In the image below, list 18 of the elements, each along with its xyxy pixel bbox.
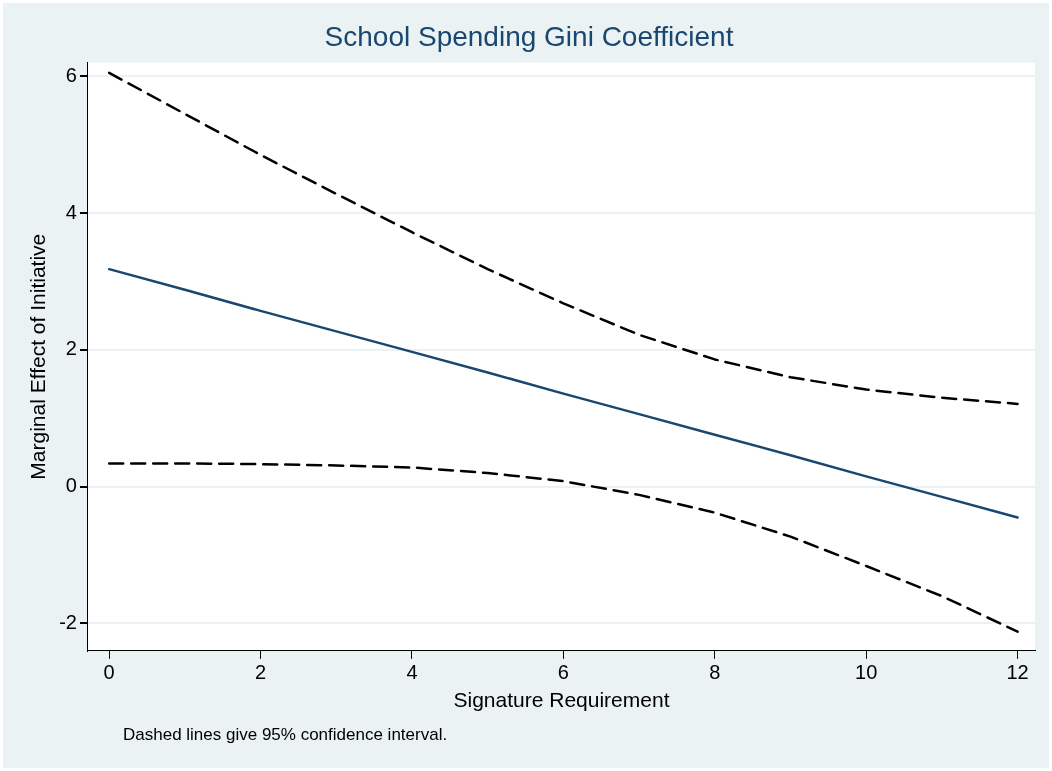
x-tick-label: 6 [557, 661, 569, 684]
x-tick-label: 10 [855, 661, 878, 684]
line-series [107, 71, 1019, 406]
y-tick-label: 6 [65, 63, 77, 86]
y-tick-label: -2 [59, 610, 77, 633]
x-tick-label: 0 [103, 661, 115, 684]
y-tick-label: 2 [65, 337, 77, 360]
y-tick-label: 4 [65, 200, 77, 223]
chart-title: School Spending Gini Coefficient [324, 20, 734, 52]
x-tick-label: 2 [255, 661, 267, 684]
x-tick-label: 8 [709, 661, 721, 684]
x-tick-label: 4 [406, 661, 418, 684]
text: Dashed lines give 95% confidence interval. [123, 725, 448, 745]
line-series [107, 462, 1019, 633]
y-tick-label: 0 [65, 474, 77, 497]
x-axis-title: Signature Requirement [453, 688, 670, 712]
y-axis-title: Marginal Effect of Initiative [26, 233, 50, 480]
x-tick-label: 12 [1006, 661, 1029, 684]
